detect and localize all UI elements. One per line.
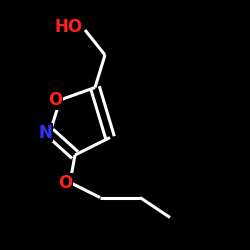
Text: HO: HO <box>54 18 82 36</box>
Text: O: O <box>58 174 72 192</box>
Text: O: O <box>48 91 62 109</box>
Text: N: N <box>38 124 52 142</box>
